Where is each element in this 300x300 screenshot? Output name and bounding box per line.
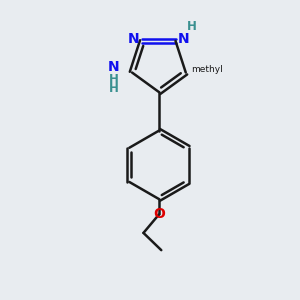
Text: H: H — [187, 20, 197, 33]
Text: N: N — [128, 32, 139, 46]
Text: O: O — [153, 208, 165, 221]
Text: N: N — [108, 60, 119, 74]
Text: N: N — [178, 32, 190, 46]
Text: methyl: methyl — [191, 65, 223, 74]
Text: H: H — [109, 73, 118, 85]
Text: H: H — [109, 82, 118, 95]
